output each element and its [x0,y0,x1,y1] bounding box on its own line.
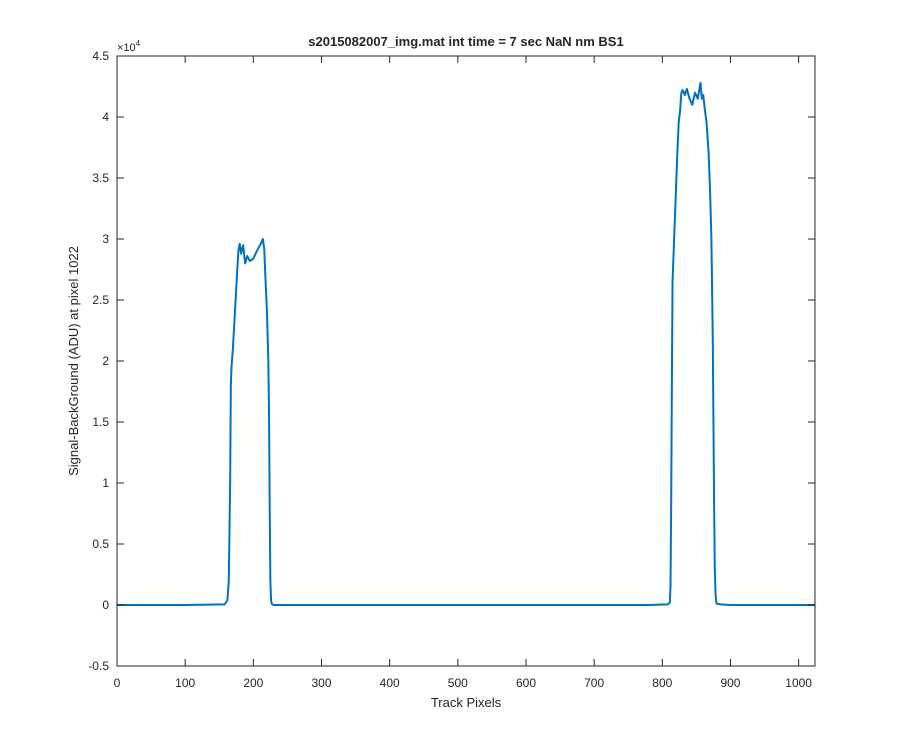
y-tick-label: 0 [102,598,109,612]
y-tick-label: 0.5 [92,537,109,551]
ticks-layer: 0 100 200 300 400 500 600 700 800 900 1000 -0.5 0 0.5… [88,49,815,690]
y-axis-exponent: ×104 [117,39,141,54]
y-axis-label: Signal-BackGround (ADU) at pixel 1022 [66,246,81,476]
y-tick-label: 3.5 [92,171,109,185]
y-tick-label: 2.5 [92,293,109,307]
plot-area [117,56,815,666]
y-tick-label: 4.5 [92,49,109,63]
x-tick-label: 800 [652,676,672,690]
y-tick-label: 1.5 [92,415,109,429]
y-tick-label: 4 [102,110,109,124]
chart-title: s2015082007_img.mat int time = 7 sec NaN… [308,34,623,49]
y-tick-label: -0.5 [88,659,109,673]
x-tick-label: 900 [720,676,740,690]
series-layer [117,81,815,606]
x-tick-label: 100 [175,676,195,690]
y-tick-label: 2 [102,354,109,368]
y-axis-exponent-base: ×10 [117,42,136,54]
x-tick-label: 600 [516,676,536,690]
y-tick-label: 3 [102,232,109,246]
x-tick-label: 700 [584,676,604,690]
x-tick-label: 500 [448,676,468,690]
axes-background [117,56,815,666]
x-tick-label: 400 [380,676,400,690]
y-tick-label: 1 [102,476,109,490]
y-axis-exponent-power: 4 [136,39,141,48]
series-line-0 [117,81,815,606]
x-tick-label: 300 [311,676,331,690]
axes-box [116,55,816,667]
x-tick-label: 200 [243,676,263,690]
x-axis-label: Track Pixels [431,695,502,710]
x-tick-label: 1000 [785,676,812,690]
x-tick-label: 0 [114,676,121,690]
